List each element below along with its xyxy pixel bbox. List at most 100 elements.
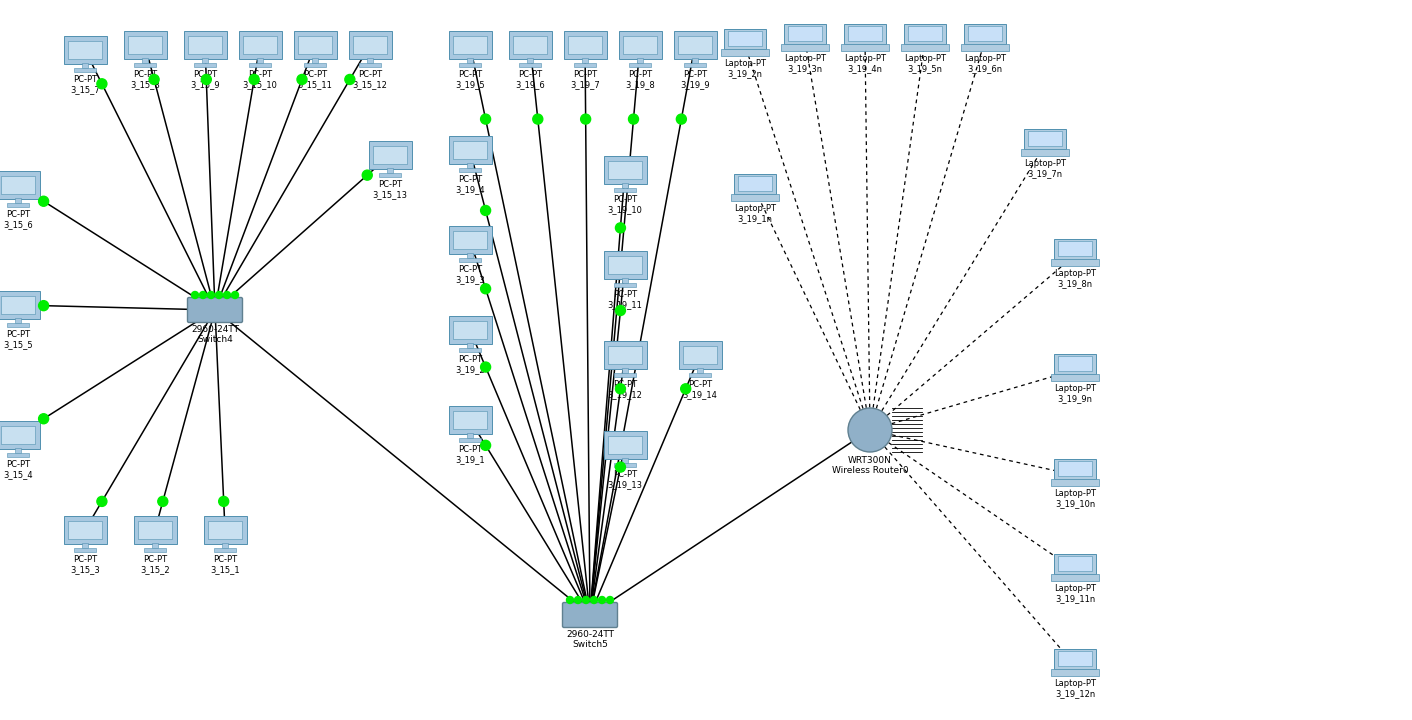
FancyBboxPatch shape	[453, 410, 487, 429]
FancyBboxPatch shape	[459, 258, 480, 261]
FancyBboxPatch shape	[582, 58, 589, 63]
Circle shape	[580, 114, 590, 124]
FancyBboxPatch shape	[75, 548, 96, 552]
FancyBboxPatch shape	[1058, 461, 1091, 476]
Circle shape	[345, 74, 354, 84]
FancyBboxPatch shape	[387, 168, 394, 174]
Circle shape	[38, 301, 48, 310]
FancyBboxPatch shape	[14, 198, 21, 204]
Circle shape	[628, 114, 638, 124]
FancyBboxPatch shape	[1058, 241, 1091, 256]
FancyBboxPatch shape	[68, 40, 102, 59]
Text: Laptop-PT
3_19_12n: Laptop-PT 3_19_12n	[1053, 679, 1096, 698]
FancyBboxPatch shape	[1051, 258, 1100, 266]
FancyBboxPatch shape	[692, 58, 699, 63]
FancyBboxPatch shape	[849, 26, 882, 41]
FancyBboxPatch shape	[459, 438, 480, 441]
FancyBboxPatch shape	[449, 32, 491, 58]
FancyBboxPatch shape	[630, 63, 651, 67]
FancyBboxPatch shape	[134, 516, 176, 544]
FancyBboxPatch shape	[720, 48, 770, 56]
Circle shape	[676, 114, 686, 124]
Text: PC-PT
3_19_14: PC-PT 3_19_14	[682, 379, 717, 399]
FancyBboxPatch shape	[1051, 574, 1100, 581]
Text: 2960-24TT
Switch5: 2960-24TT Switch5	[566, 630, 614, 649]
Text: PC-PT
3_15_1: PC-PT 3_15_1	[210, 554, 240, 574]
Circle shape	[38, 414, 48, 424]
FancyBboxPatch shape	[449, 136, 491, 163]
FancyBboxPatch shape	[449, 406, 491, 433]
FancyBboxPatch shape	[575, 63, 596, 67]
Text: PC-PT
3_19_12: PC-PT 3_19_12	[607, 379, 642, 399]
FancyBboxPatch shape	[0, 421, 40, 449]
FancyBboxPatch shape	[901, 43, 949, 51]
FancyBboxPatch shape	[1051, 374, 1100, 381]
FancyBboxPatch shape	[603, 431, 647, 459]
FancyBboxPatch shape	[729, 31, 762, 46]
FancyBboxPatch shape	[1051, 669, 1100, 676]
FancyBboxPatch shape	[305, 63, 326, 67]
Text: PC-PT
3_15_8: PC-PT 3_15_8	[130, 70, 160, 89]
FancyBboxPatch shape	[1053, 554, 1096, 575]
FancyBboxPatch shape	[527, 58, 534, 63]
FancyBboxPatch shape	[609, 161, 641, 179]
FancyBboxPatch shape	[459, 63, 480, 67]
FancyBboxPatch shape	[738, 176, 772, 191]
FancyBboxPatch shape	[621, 183, 628, 189]
FancyBboxPatch shape	[840, 43, 890, 51]
Circle shape	[566, 596, 573, 603]
FancyBboxPatch shape	[1, 176, 35, 194]
Circle shape	[97, 78, 107, 89]
FancyBboxPatch shape	[467, 253, 473, 258]
FancyBboxPatch shape	[904, 24, 946, 45]
FancyBboxPatch shape	[674, 32, 716, 58]
Circle shape	[150, 74, 160, 84]
FancyBboxPatch shape	[14, 448, 21, 454]
Circle shape	[532, 114, 542, 124]
Text: Laptop-PT
3_19_10n: Laptop-PT 3_19_10n	[1053, 489, 1096, 508]
FancyBboxPatch shape	[467, 163, 473, 168]
FancyBboxPatch shape	[1021, 148, 1069, 156]
FancyBboxPatch shape	[367, 58, 373, 63]
Text: PC-PT
3_15_2: PC-PT 3_15_2	[140, 554, 169, 574]
FancyBboxPatch shape	[1058, 356, 1091, 371]
Circle shape	[297, 74, 306, 84]
FancyBboxPatch shape	[609, 436, 641, 454]
Text: PC-PT
3_19_2: PC-PT 3_19_2	[455, 354, 484, 374]
Text: PC-PT
3_15_11: PC-PT 3_15_11	[298, 70, 332, 89]
Text: PC-PT
3_19_3: PC-PT 3_19_3	[455, 264, 484, 284]
Circle shape	[575, 596, 582, 603]
FancyBboxPatch shape	[689, 373, 710, 377]
FancyBboxPatch shape	[369, 141, 411, 168]
FancyBboxPatch shape	[151, 543, 158, 549]
Circle shape	[38, 197, 48, 206]
Text: PC-PT
3_19_10: PC-PT 3_19_10	[607, 194, 642, 214]
Circle shape	[216, 292, 223, 299]
Text: Laptop-PT
3_19_5n: Laptop-PT 3_19_5n	[904, 54, 946, 73]
Text: Laptop-PT
3_19_2n: Laptop-PT 3_19_2n	[724, 59, 765, 78]
Circle shape	[232, 292, 239, 299]
FancyBboxPatch shape	[1024, 128, 1066, 149]
FancyBboxPatch shape	[7, 323, 28, 327]
FancyBboxPatch shape	[294, 32, 336, 58]
FancyBboxPatch shape	[0, 292, 40, 319]
FancyBboxPatch shape	[123, 32, 167, 58]
Text: PC-PT
3_19_11: PC-PT 3_19_11	[607, 289, 642, 309]
Circle shape	[480, 362, 490, 372]
Circle shape	[616, 384, 626, 394]
FancyBboxPatch shape	[1053, 459, 1096, 480]
Circle shape	[192, 292, 199, 299]
FancyBboxPatch shape	[82, 543, 88, 549]
FancyBboxPatch shape	[373, 145, 407, 164]
FancyBboxPatch shape	[459, 348, 480, 351]
FancyBboxPatch shape	[603, 156, 647, 184]
Circle shape	[97, 496, 107, 506]
FancyBboxPatch shape	[683, 346, 717, 364]
FancyBboxPatch shape	[195, 63, 216, 67]
FancyBboxPatch shape	[621, 368, 628, 374]
FancyBboxPatch shape	[360, 63, 381, 67]
FancyBboxPatch shape	[68, 521, 102, 539]
FancyBboxPatch shape	[250, 63, 271, 67]
FancyBboxPatch shape	[621, 278, 628, 284]
Circle shape	[480, 114, 490, 124]
